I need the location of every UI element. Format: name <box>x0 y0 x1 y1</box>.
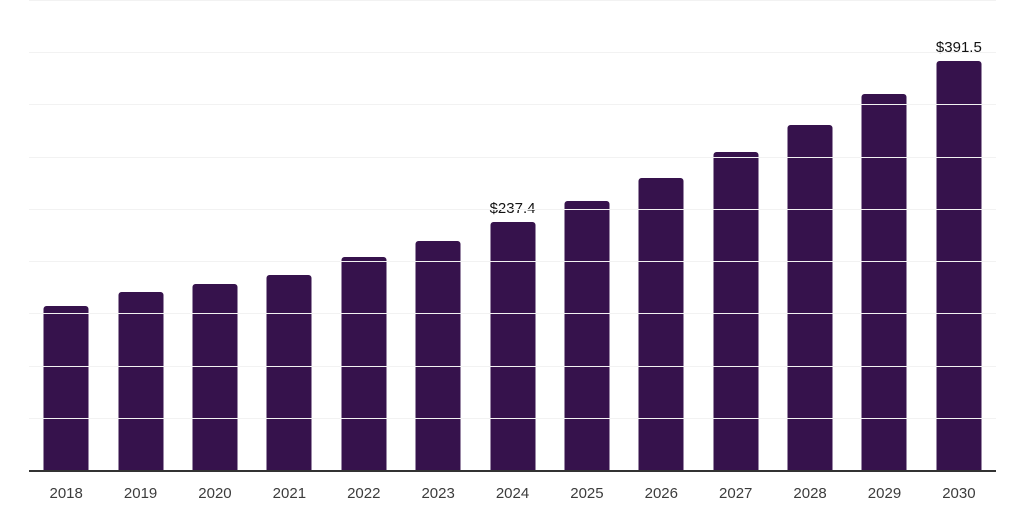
gridline <box>29 52 996 54</box>
x-axis-tick-label: 2025 <box>570 485 604 502</box>
bar-2029 <box>861 94 907 470</box>
bar-column <box>773 0 847 470</box>
bar-column <box>178 0 252 470</box>
bar-column <box>327 0 401 470</box>
bar-value-label: $237.4 <box>489 200 536 218</box>
bar-2021 <box>266 275 312 470</box>
bar-2024 <box>490 222 536 470</box>
x-axis-tick-label: 2028 <box>793 485 827 502</box>
bar-2022 <box>341 257 387 470</box>
bar-column <box>699 0 773 470</box>
gridline <box>29 417 996 419</box>
x-axis-tick-label: 2018 <box>49 485 83 502</box>
bar-column <box>401 0 475 470</box>
bar-column: $237.4 <box>475 0 549 470</box>
bar-value-label: $391.5 <box>935 39 982 57</box>
x-axis-tick-label: 2024 <box>495 485 530 502</box>
bar-column <box>29 0 103 470</box>
x-axis-tick-label: 2023 <box>421 485 455 502</box>
bar-column <box>252 0 326 470</box>
x-axis-tick-label: 2019 <box>123 485 158 502</box>
bar-2018 <box>43 305 89 470</box>
bar-column <box>550 0 624 470</box>
bar-2030 <box>936 61 982 470</box>
bar-2028 <box>787 124 833 470</box>
x-axis-tick-label: 2027 <box>719 485 753 502</box>
gridline <box>29 104 996 106</box>
gridline <box>29 313 996 315</box>
gridline <box>29 0 996 1</box>
bar-column <box>847 0 921 470</box>
gridline <box>29 365 996 367</box>
bar-column <box>624 0 698 470</box>
bar-2019 <box>118 292 164 470</box>
x-axis-tick-label: 2020 <box>198 485 232 502</box>
x-axis: 2018 2019 2020 2021 2022 2023 2024 2025 2026 2027… <box>29 483 996 505</box>
bar-2026 <box>638 178 684 470</box>
plot-area: $237.4 $391.5 <box>29 0 996 472</box>
x-axis-tick-label: 2029 <box>867 485 902 502</box>
bar-column <box>103 0 177 470</box>
bar-2025 <box>564 200 610 470</box>
x-axis-tick-label: 2030 <box>942 485 976 502</box>
bar-columns: $237.4 $391.5 <box>29 0 996 470</box>
gridline <box>29 156 996 158</box>
gridline <box>29 261 996 263</box>
gridline <box>29 208 996 210</box>
bar-column: $391.5 <box>922 0 996 470</box>
bar-2020 <box>192 284 238 470</box>
x-axis-tick-label: 2026 <box>644 485 678 502</box>
bar-2027 <box>713 151 759 470</box>
x-axis-tick-label: 2021 <box>272 485 307 502</box>
x-axis-tick-label: 2022 <box>347 485 381 502</box>
bar-2023 <box>415 241 461 470</box>
